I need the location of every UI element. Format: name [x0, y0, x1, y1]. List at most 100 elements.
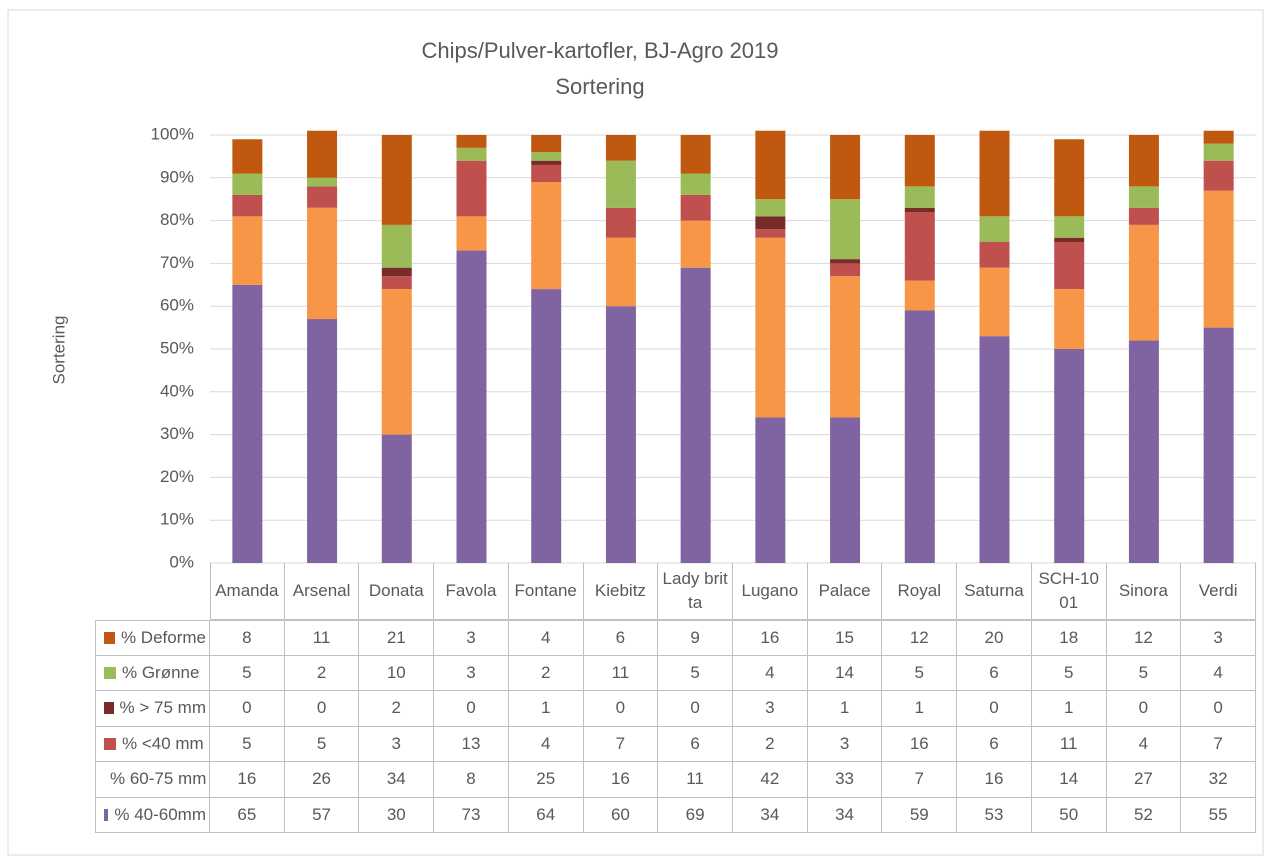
table-value: 69	[658, 797, 733, 833]
table-value: 1	[882, 691, 958, 727]
bar-segment	[605, 207, 636, 238]
table-value: 3	[733, 691, 808, 727]
bar-segment	[307, 207, 338, 320]
table-value: 25	[508, 762, 584, 798]
table-value: 0	[658, 691, 733, 727]
bar-segment	[830, 263, 861, 277]
legend-label: % 40-60mm	[114, 804, 206, 824]
bar-segment	[979, 267, 1010, 337]
category-label: Royal	[882, 563, 958, 620]
bar-segment	[381, 289, 412, 435]
legend-label: % 60-75 mm	[110, 769, 207, 789]
table-value: 27	[1106, 762, 1182, 798]
bar-segment	[755, 417, 786, 563]
table-value: 1	[1031, 691, 1107, 727]
legend-label: % <40 mm	[122, 733, 204, 753]
bar-segment	[531, 289, 562, 563]
bar-segment	[232, 216, 263, 285]
table-value: 2	[508, 655, 584, 691]
bar-segment	[979, 130, 1010, 217]
legend-cell: % <40 mm	[95, 726, 210, 762]
bar-segment	[904, 212, 935, 281]
table-value: 14	[807, 655, 883, 691]
table-value: 13	[434, 726, 509, 762]
bar-segment	[307, 186, 338, 208]
category-label: Verdi	[1181, 563, 1256, 620]
category-label: Favola	[434, 563, 509, 620]
table-value: 60	[583, 797, 659, 833]
table-value: 50	[1031, 797, 1107, 833]
table-value: 5	[210, 655, 285, 691]
table-value: 2	[284, 655, 360, 691]
table-value: 4	[1181, 655, 1256, 691]
legend-cell: % Deforme	[95, 620, 210, 656]
bar-segment	[979, 336, 1010, 563]
table-value: 7	[583, 726, 659, 762]
table-value: 11	[658, 762, 733, 798]
table-value: 4	[733, 655, 808, 691]
bar-segment	[1203, 130, 1234, 144]
y-axis-label: Sortering	[49, 316, 68, 385]
table-value: 3	[434, 655, 509, 691]
bar-segment	[755, 237, 786, 418]
table-value: 6	[583, 620, 659, 656]
bar-segment	[755, 130, 786, 200]
table-value: 64	[508, 797, 584, 833]
table-border	[210, 563, 1256, 620]
bar-segment	[531, 152, 562, 161]
bar-segment	[1203, 160, 1234, 191]
y-tick-label: 90%	[160, 167, 194, 186]
table-value: 15	[807, 620, 883, 656]
table-value: 5	[1106, 655, 1182, 691]
table-value: 34	[807, 797, 883, 833]
y-tick-label: 50%	[160, 338, 194, 357]
table-value: 7	[882, 762, 958, 798]
table-value: 32	[1181, 762, 1256, 798]
category-label: Fontane	[508, 563, 584, 620]
y-tick-label: 0%	[169, 552, 194, 571]
legend-swatch	[104, 808, 109, 821]
bar-segment	[381, 276, 412, 290]
table-value: 52	[1106, 797, 1182, 833]
table-value: 2	[733, 726, 808, 762]
legend-swatch	[104, 666, 116, 679]
table-value: 0	[957, 691, 1032, 727]
table-value: 34	[359, 762, 435, 798]
legend-label: % Grønne	[122, 662, 200, 682]
bar-segment	[904, 280, 935, 311]
table-value: 12	[1106, 620, 1182, 656]
table-value: 0	[210, 691, 285, 727]
bar-segment	[456, 250, 487, 563]
y-tick-label: 20%	[160, 467, 194, 486]
bar-segment	[605, 237, 636, 307]
bar-segment	[904, 310, 935, 563]
legend-cell: % 60-75 mm	[95, 762, 210, 798]
table-value: 18	[1031, 620, 1107, 656]
bar-segment	[904, 135, 935, 187]
table-value: 16	[733, 620, 808, 656]
category-label: Lugano	[733, 563, 808, 620]
bar-segment	[232, 139, 263, 174]
table-value: 9	[658, 620, 733, 656]
table-value: 4	[1106, 726, 1182, 762]
table-value: 3	[359, 726, 435, 762]
bar-segment	[1128, 340, 1159, 563]
y-tick-label: 60%	[160, 296, 194, 315]
table-value: 1	[807, 691, 883, 727]
legend-cell: % 40-60mm	[95, 797, 210, 833]
table-value: 3	[807, 726, 883, 762]
legend-swatch	[104, 737, 116, 750]
table-value: 21	[359, 620, 435, 656]
bar-segment	[680, 194, 711, 221]
table-value: 59	[882, 797, 958, 833]
bar-segment	[1054, 242, 1085, 290]
category-label: SCH-1001	[1031, 563, 1107, 620]
bar-segment	[680, 173, 711, 195]
y-tick-label: 30%	[160, 424, 194, 443]
table-value: 8	[434, 762, 509, 798]
table-value: 42	[733, 762, 808, 798]
table-value: 5	[210, 726, 285, 762]
table-value: 6	[957, 655, 1032, 691]
bar-segment	[1054, 289, 1085, 349]
